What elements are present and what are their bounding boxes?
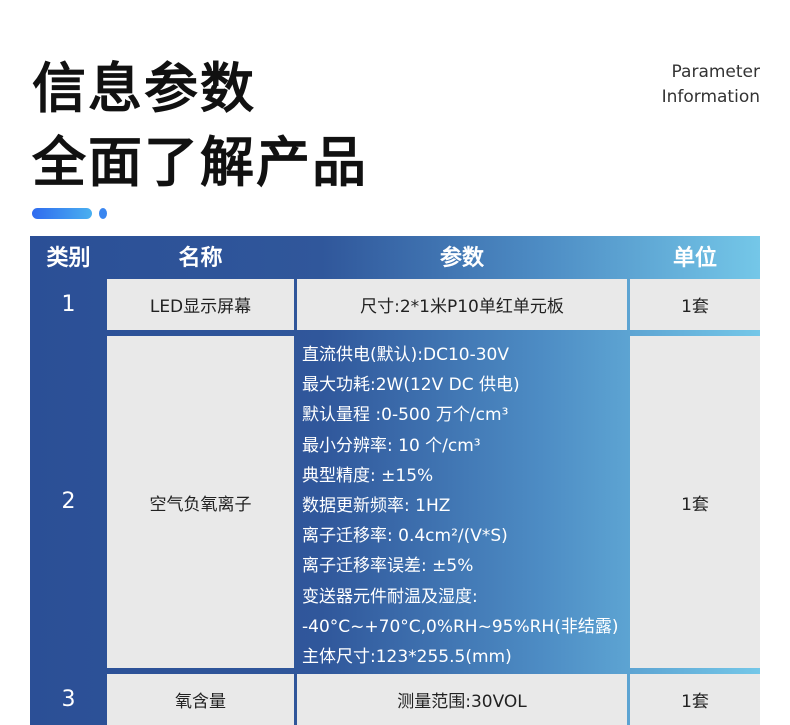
- param-line: 直流供电(默认):DC10-30V: [302, 345, 509, 365]
- param-line: -40°C~+70°C,0%RH~95%RH(非结露): [302, 616, 619, 637]
- param-line: 主体尺寸:123*255.5(mm): [302, 647, 512, 668]
- parameter-table: 类别 名称 参数 单位 1 LED显示屏幕 尺寸:2*1米P10单红单元板 1套…: [30, 236, 760, 725]
- col-header-name: 名称: [178, 246, 223, 271]
- param-line: 最小分辨率: 10 个/cm³: [302, 435, 481, 456]
- decor-dot: [99, 208, 107, 219]
- param-line: 离子迁移率误差: ±5%: [302, 556, 474, 577]
- page-title-line2: 全面了解产品: [32, 131, 368, 194]
- row2-params: 直流供电(默认):DC10-30V 最大功耗:2W(12V DC 供电) 默认量…: [302, 340, 618, 672]
- param-line: 典型精度: ±15%: [302, 465, 434, 486]
- row2-category: 2: [61, 489, 76, 514]
- row3-category: 3: [61, 687, 76, 712]
- row2-name: 空气负氧离子: [107, 336, 294, 668]
- param-line: 默认量程 :0-500 万个/cm³: [302, 405, 509, 426]
- param-line: 离子迁移率: 0.4cm²/(V*S): [302, 526, 508, 547]
- param-line: 数据更新频率: 1HZ: [302, 496, 451, 517]
- page-title-line1: 信息参数: [32, 57, 256, 120]
- subtitle-line1: Parameter: [671, 62, 760, 82]
- row1-params: 尺寸:2*1米P10单红单元板: [297, 279, 627, 330]
- row1-name: LED显示屏幕: [107, 279, 294, 330]
- col-header-params: 参数: [439, 246, 484, 271]
- subtitle: Parameter Information: [662, 60, 760, 110]
- row3-unit: 1套: [630, 674, 760, 725]
- row2-unit: 1套: [630, 336, 760, 668]
- row3-params: 测量范围:30VOL: [297, 674, 627, 725]
- col-header-category: 类别: [46, 246, 91, 271]
- col-header-unit: 单位: [672, 246, 717, 271]
- subtitle-line2: Information: [661, 87, 760, 107]
- row1-category: 1: [61, 292, 76, 317]
- param-line: 最大功耗:2W(12V DC 供电): [302, 375, 520, 396]
- param-line: 变送器元件耐温及湿度:: [302, 586, 478, 607]
- row1-unit: 1套: [630, 279, 760, 330]
- decor-bar: [32, 208, 92, 219]
- row3-name: 氧含量: [107, 674, 294, 725]
